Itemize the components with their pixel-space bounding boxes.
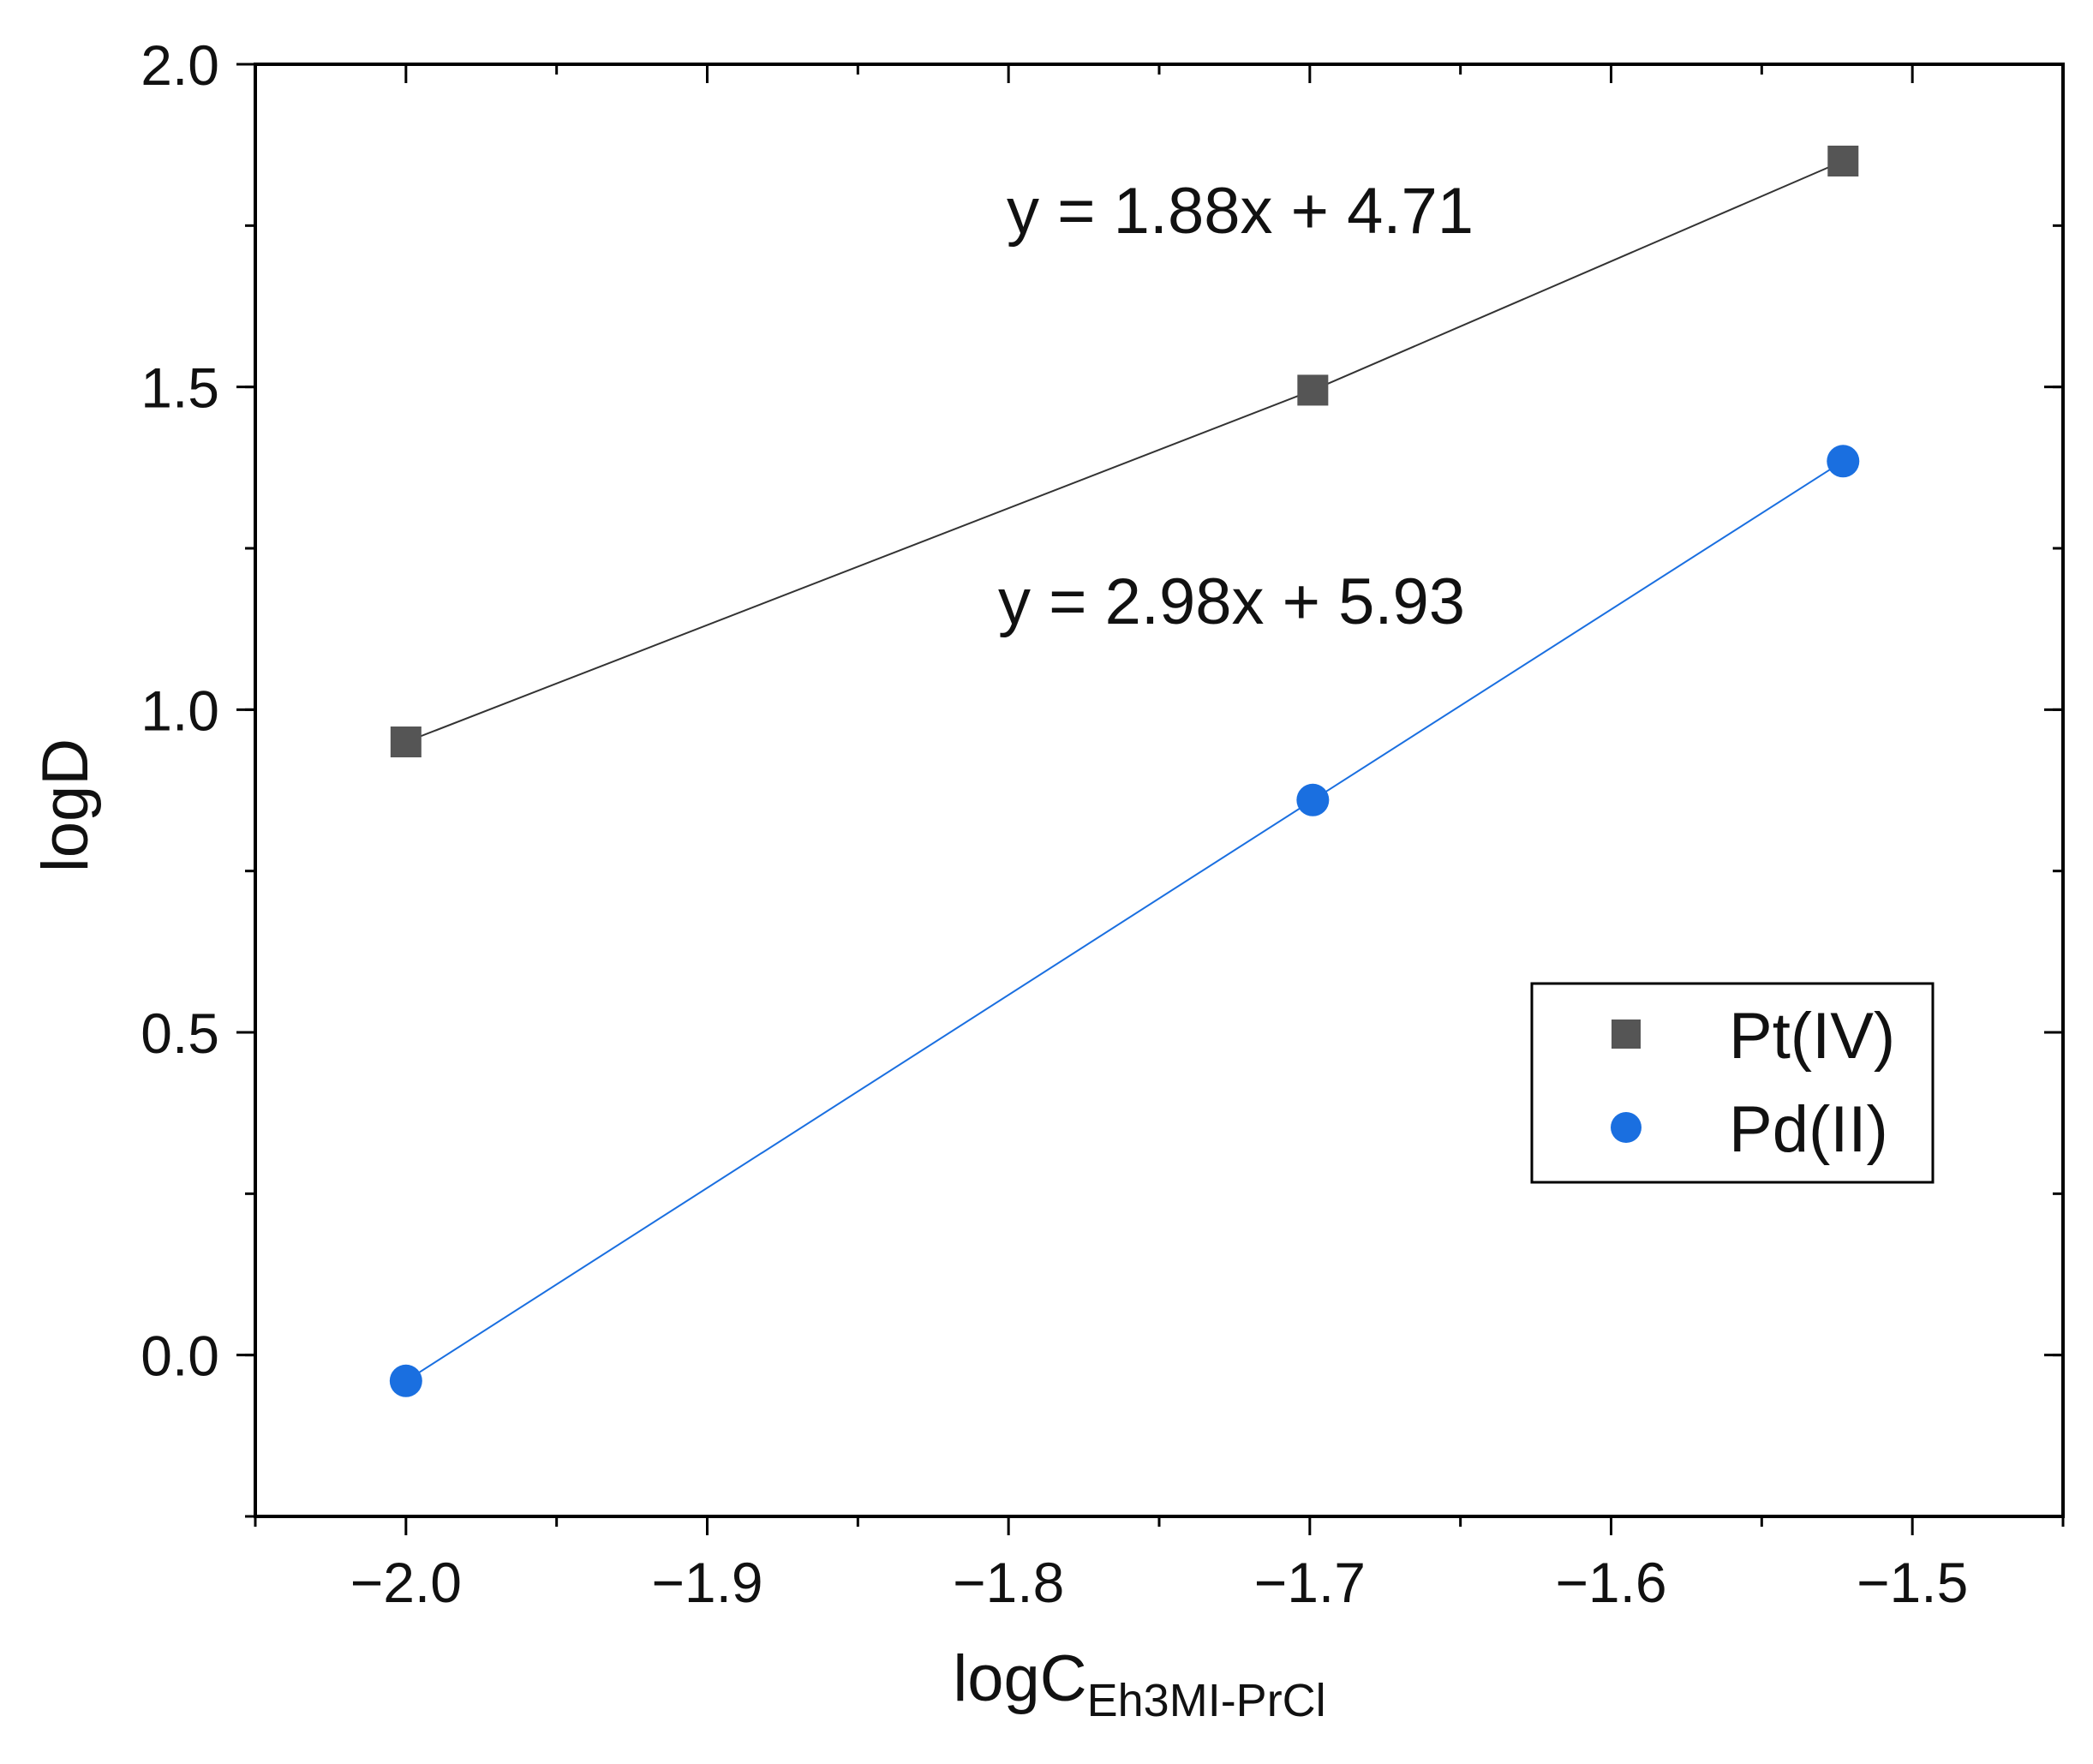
y-axis-label: logD xyxy=(29,738,102,872)
legend-label-pt: Pt(IV) xyxy=(1729,1000,1895,1073)
x-axis-label-subscript: Eh3MI-PrCl xyxy=(1087,1675,1326,1726)
ticks-layer: −2.0 −1.9 −1.8 −1.7 −1.6 −1.5 0.0 0.5 1.0 1.5 2.0 xyxy=(141,33,2065,1614)
y-tick-label: 1.5 xyxy=(141,356,219,420)
plot-frame xyxy=(254,63,2065,1518)
pt-fit-equation: y = 1.88x + 4.71 xyxy=(1007,175,1474,248)
legend-marker-pd xyxy=(1611,1112,1642,1143)
data-point-pd xyxy=(1827,445,1860,478)
data-point-pd xyxy=(1296,783,1330,816)
y-tick-label: 0.0 xyxy=(141,1324,219,1388)
x-tick-label: −1.6 xyxy=(1555,1551,1666,1614)
data-point-pd xyxy=(389,1364,422,1397)
x-tick-label: −1.7 xyxy=(1254,1551,1366,1614)
pd-fit-equation: y = 2.98x + 5.93 xyxy=(998,565,1465,638)
y-tick-label: 2.0 xyxy=(141,33,219,97)
legend-box xyxy=(1530,982,1935,1184)
data-point-pt xyxy=(1297,374,1329,406)
x-tick-label: −2.0 xyxy=(350,1551,462,1614)
x-axis-label: logCEh3MI-PrCl xyxy=(953,1642,1325,1726)
x-axis-label-main: logC xyxy=(953,1642,1086,1715)
x-tick-label: −1.5 xyxy=(1857,1551,1968,1614)
x-tick-label: −1.9 xyxy=(651,1551,762,1614)
legend-marker-pt xyxy=(1612,1020,1641,1049)
data-point-pt xyxy=(390,727,422,757)
legend-label-pd: Pd(II) xyxy=(1729,1093,1888,1166)
x-tick-label: −1.8 xyxy=(953,1551,1064,1614)
data-markers xyxy=(389,146,1860,1397)
y-tick-label: 0.5 xyxy=(141,1002,219,1065)
legend: Pt(IV) Pd(II) xyxy=(1530,982,1935,1184)
data-point-pt xyxy=(1827,146,1859,176)
y-tick-label: 1.0 xyxy=(141,679,219,742)
